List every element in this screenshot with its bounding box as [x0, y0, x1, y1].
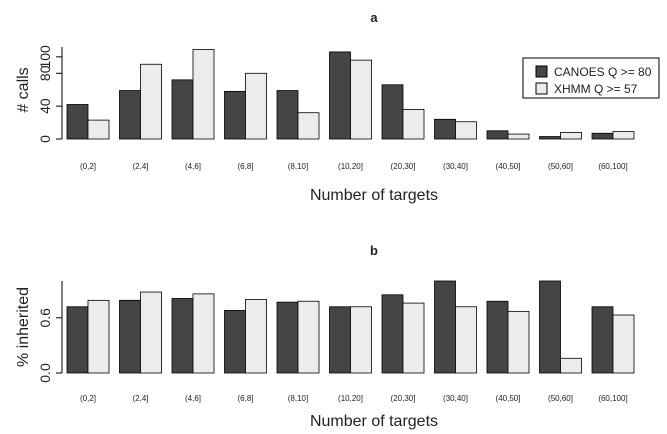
- panel-a-bar-xhmm: [455, 121, 477, 140]
- panel-a-x-tick-label: (50,60]: [548, 162, 573, 171]
- panel-a-bar-xhmm: [297, 112, 320, 140]
- panel-b-bar-canoes: [591, 306, 614, 374]
- panel-a-x-tick-label: (4,6]: [185, 162, 201, 171]
- panel-b-x-tick-label: (50,60]: [548, 394, 573, 403]
- panel-b-bar-xhmm: [192, 293, 215, 374]
- legend-label-canoes: CANOES Q >= 80: [554, 65, 652, 79]
- panel-b-bar-canoes: [119, 299, 141, 374]
- panel-a-y-tick-label: 80: [37, 65, 53, 81]
- panel-a-bar-xhmm: [87, 119, 110, 140]
- panel-a-bar-canoes: [486, 130, 509, 140]
- panel-a-bar-canoes: [171, 79, 194, 140]
- panel-a-x-tick-label: (20,30]: [391, 162, 416, 171]
- panel-a-bar-xhmm: [192, 49, 215, 140]
- panel-b-inherited-chart: b % inherited Number of targets 0.0 0.6 (…: [15, 243, 635, 430]
- panel-b-y-tick-label: 0.6: [37, 308, 53, 328]
- panel-b-x-tick-label: (8,10]: [288, 394, 308, 403]
- panel-a-bar-canoes: [591, 132, 614, 140]
- panel-a-y-tick-label: 40: [37, 98, 53, 114]
- panel-a-y-tick-label: 0: [37, 135, 53, 143]
- panel-b-x-tick-label: (20,30]: [391, 394, 416, 403]
- panel-a-bar-xhmm: [350, 59, 372, 140]
- panel-a-x-tick-label: (30,40]: [443, 162, 468, 171]
- panel-a-x-tick-labels: (0,2] (2,4] (4,6] (6,8] (8,10] (10,20] (20,30]…: [80, 162, 628, 171]
- panel-b-bar-xhmm: [140, 291, 162, 374]
- panel-b-x-tick-label: (4,6]: [185, 394, 201, 403]
- panel-a-x-tick-label: (0,2]: [80, 162, 96, 171]
- panel-a-bar-canoes: [119, 90, 141, 140]
- panel-a-bar-canoes: [66, 104, 89, 140]
- legend-swatch-xhmm: [535, 82, 548, 95]
- panel-a-bar-canoes: [434, 118, 456, 140]
- panel-a-bar-xhmm: [140, 63, 162, 140]
- panel-b-y-tick-label: 0.0: [37, 363, 53, 383]
- panel-b-bar-canoes: [329, 306, 351, 374]
- panel-b-bar-canoes: [171, 298, 194, 374]
- legend-label-xhmm: XHMM Q >= 57: [554, 82, 638, 96]
- panel-b-y-ticks: 0.0 0.6: [37, 308, 62, 383]
- panel-b-bar-canoes: [66, 306, 89, 374]
- panel-b-x-tick-label: (10,20]: [338, 394, 363, 403]
- panel-a-bars: [66, 49, 635, 140]
- panel-b-x-tick-label: (6,8]: [237, 394, 253, 403]
- panel-b-bars: [66, 280, 635, 374]
- panel-a-y-tick-label: 100: [37, 45, 53, 69]
- panel-a-bar-canoes: [329, 51, 351, 140]
- panel-a-x-tick-label: (6,8]: [237, 162, 253, 171]
- panel-a-title: a: [370, 10, 378, 25]
- panel-b-title: b: [370, 243, 378, 258]
- panel-b-y-axis-label: % inherited: [15, 287, 32, 367]
- legend-swatch-canoes: [535, 65, 548, 78]
- panel-b-x-axis-label: Number of targets: [310, 413, 438, 430]
- panel-b-bar-xhmm: [87, 299, 110, 374]
- panel-b-x-tick-labels: (0,2] (2,4] (4,6] (6,8] (8,10] (10,20] (20,30]…: [80, 394, 628, 403]
- panel-b-x-tick-label: (2,4]: [132, 394, 148, 403]
- panel-a-bar-xhmm: [560, 132, 582, 140]
- panel-b-bar-canoes: [224, 310, 246, 374]
- panel-b-bar-xhmm: [560, 357, 582, 374]
- panel-b-bar-xhmm: [245, 298, 267, 374]
- panel-b-x-tick-label: (60,100]: [598, 394, 627, 403]
- panel-a-bar-canoes: [539, 136, 561, 140]
- panel-a-bar-canoes: [276, 90, 299, 140]
- panel-a-bar-xhmm: [245, 72, 267, 140]
- panel-b-bar-xhmm: [455, 306, 477, 374]
- panel-b-bar-canoes: [539, 280, 561, 374]
- panel-b-bar-canoes: [486, 300, 509, 374]
- panel-a-x-axis-label: Number of targets: [310, 187, 438, 204]
- panel-b-bar-xhmm: [297, 300, 320, 374]
- panel-b-x-tick-label: (0,2]: [80, 394, 96, 403]
- panel-b-x-tick-label: (30,40]: [443, 394, 468, 403]
- panel-b-x-tick-label: (40,50]: [496, 394, 521, 403]
- panel-a-bar-xhmm: [402, 109, 425, 140]
- panel-a-x-tick-label: (10,20]: [338, 162, 363, 171]
- panel-a-bar-xhmm: [507, 133, 530, 140]
- legend: CANOES Q >= 80 XHMM Q >= 57: [522, 57, 660, 99]
- panel-a-bar-canoes: [381, 84, 404, 140]
- panel-b-bar-xhmm: [402, 302, 425, 374]
- panel-a-bar-canoes: [224, 90, 246, 140]
- panel-b-bar-xhmm: [612, 314, 635, 374]
- panel-b-bar-xhmm: [507, 310, 530, 374]
- panel-b-bar-canoes: [381, 294, 404, 374]
- panel-a-bar-xhmm: [612, 131, 635, 140]
- panel-a-x-tick-label: (8,10]: [288, 162, 308, 171]
- panel-b-bar-canoes: [276, 301, 299, 374]
- panel-b-bar-xhmm: [350, 306, 372, 374]
- panel-a-x-tick-label: (40,50]: [496, 162, 521, 171]
- panel-a-x-tick-label: (60,100]: [598, 162, 627, 171]
- panel-b-bar-canoes: [434, 280, 456, 374]
- panel-a-y-axis-label: # calls: [15, 67, 32, 112]
- panel-a-x-tick-label: (2,4]: [132, 162, 148, 171]
